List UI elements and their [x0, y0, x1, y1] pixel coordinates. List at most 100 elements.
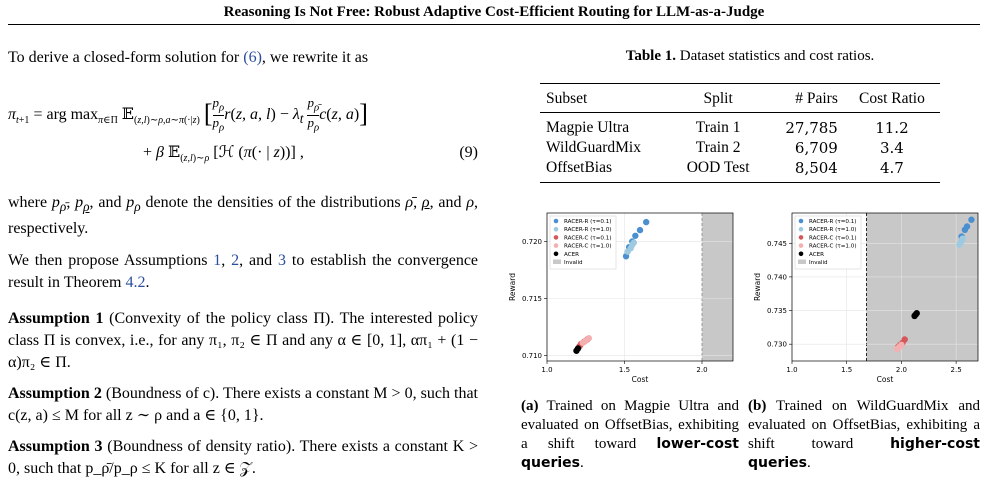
densities-end: respectively.: [8, 220, 89, 238]
legend-marker: [553, 259, 561, 264]
legend-marker: [798, 235, 804, 240]
col-subset: Subset: [540, 83, 672, 113]
theorem-4-2-link[interactable]: 4.2: [125, 274, 146, 291]
x-tick-label: 2.5: [951, 366, 962, 374]
assumption-1-paren: (Convexity of the policy class Π).: [109, 310, 335, 327]
intro-paragraph: To derive a closed-form solution for (6)…: [8, 47, 478, 69]
legend: RACER-R (τ=0.1) RACER-R (τ=1.0) RACER-C (τ…: [794, 215, 862, 270]
equation-line-2: + β 𝔼(z,l)∼ρ [ℋ (π(· | z))] ,: [143, 144, 304, 165]
x-tick-label: 1.0: [541, 366, 552, 374]
data-point: [632, 232, 639, 239]
data-point: [959, 235, 966, 242]
subcaption-b-label: (b): [748, 398, 767, 414]
legend-label: ACER: [564, 252, 579, 258]
x-tick-label: 2.0: [896, 366, 907, 374]
assumption-3-body: There exists a constant K > 0, such that…: [8, 438, 479, 477]
data-point: [963, 223, 971, 230]
subcaption-b-text: Trained on WildGuardMix and evaluated on…: [748, 398, 980, 452]
equation-number: (9): [459, 144, 478, 161]
y-tick-label: 0.735: [767, 307, 787, 315]
assume-intro-b: to establish the convergence result in T…: [8, 252, 479, 291]
x-axis-label: Cost: [877, 375, 894, 384]
left-column: To derive a closed-form solution for (6)…: [8, 0, 478, 493]
plot-frame: [546, 212, 734, 362]
cell: Train 2: [695, 139, 741, 156]
col-split: Split: [671, 83, 765, 113]
data-point: [630, 239, 637, 246]
densities-word-and: and: [98, 194, 122, 211]
table-caption-text: Dataset statistics and cost ratios.: [679, 48, 875, 64]
data-point: [574, 345, 582, 352]
y-tick-label: 0.715: [522, 295, 542, 303]
data-point: [968, 216, 975, 223]
chart-b: 1.0 1.5 2.0 2.5 0.730 0.735 0.740 0.745 Cost Rewa…: [753, 212, 979, 384]
legend-label: Invalid: [809, 260, 828, 266]
legend-label: RACER-R (τ=0.1): [564, 219, 612, 225]
legend-label: Invalid: [564, 260, 583, 266]
header-rule: [8, 24, 980, 25]
legend-label: ACER: [809, 252, 824, 258]
assumption-2: Assumption 2 (Boundness of c). There exi…: [8, 383, 478, 427]
col-pairs: # Pairs: [764, 83, 844, 113]
legend-marker: [553, 226, 559, 232]
data-point: [643, 218, 650, 226]
assumption-1-link[interactable]: 1: [213, 252, 222, 269]
assumption-2-title: Assumption 2: [8, 385, 102, 402]
y-tick-label: 0.745: [767, 240, 787, 248]
plot-frame: [791, 212, 979, 362]
cell: 11.2: [875, 119, 909, 137]
data-point: [901, 336, 908, 343]
cell: 27,785: [785, 119, 838, 137]
subcaption-a: (a) Trained on Magpie Ultra and evaluate…: [521, 397, 739, 473]
x-tick-label: 2.0: [696, 366, 707, 374]
subcaption-a-text: Trained on Magpie Ultra and evaluated on…: [521, 398, 739, 452]
assumption-1: Assumption 1 (Convexity of the policy cl…: [8, 308, 478, 374]
cell: 4.7: [843, 158, 940, 183]
assumption-2-body: There exists a constant M > 0, such that…: [8, 385, 478, 424]
legend-label: RACER-R (τ=1.0): [564, 227, 612, 233]
legend-marker: [553, 218, 559, 224]
table-caption-label: Table 1.: [625, 48, 676, 64]
y-axis-label: Reward: [753, 273, 762, 301]
assumption-3: Assumption 3 (Boundness of density ratio…: [8, 436, 478, 480]
densities-word-where: where: [8, 194, 48, 211]
subcaption-a-end: .: [580, 455, 584, 471]
legend-marker: [798, 259, 806, 264]
y-axis-label: Reward: [508, 273, 517, 301]
assumption-1-body: The interested policy class Π is convex,…: [8, 310, 478, 371]
cell: OOD Test: [671, 158, 765, 183]
legend-marker: [553, 243, 559, 248]
cell: Magpie Ultra: [546, 119, 630, 136]
subcaption-b-bold: higher-cost queries: [748, 436, 980, 471]
assumption-2-link[interactable]: 2: [231, 252, 240, 269]
y-tick-label: 0.730: [767, 341, 787, 349]
cell: 3.4: [880, 139, 904, 157]
y-tick-label: 0.720: [522, 238, 542, 246]
assumption-3-paren: (Boundness of density ratio).: [107, 438, 296, 455]
running-header: Reasoning Is Not Free: Robust Adaptive C…: [223, 4, 765, 20]
y-tick-label: 0.740: [767, 273, 787, 281]
table-row: OffsetBias OOD Test 8,504 4.7: [540, 158, 940, 183]
chart-a: 1.0 1.5 2.0 0.710 0.715 0.720 Cost Reward RACER-…: [508, 212, 734, 384]
subcaption-a-label: (a): [521, 398, 539, 414]
legend-marker: [553, 235, 559, 240]
cell: OffsetBias: [540, 158, 672, 183]
assumption-3-link[interactable]: 3: [278, 252, 287, 269]
dataset-table: Subset Split # Pairs Cost Ratio Magpie U…: [540, 83, 940, 183]
table-row: WildGuardMix Train 2 6,709 3.4: [540, 138, 940, 158]
table-header-row: Subset Split # Pairs Cost Ratio: [540, 83, 940, 113]
cell: WildGuardMix: [546, 139, 641, 156]
x-tick-label: 1.5: [619, 366, 630, 374]
legend: RACER-R (τ=0.1) RACER-R (τ=1.0) RACER-C (τ…: [549, 215, 617, 270]
table-row: Magpie Ultra Train 1 27,785 11.2: [540, 113, 940, 139]
x-tick-label: 1.5: [841, 366, 852, 374]
x-tick-label: 1.0: [786, 366, 797, 374]
intro-tail: , we rewrite it as: [261, 49, 369, 66]
assume-intro-a: We then propose Assumptions: [8, 252, 208, 269]
equation-6-link[interactable]: (6): [243, 49, 262, 66]
legend-label: RACER-C (τ=1.0): [564, 244, 612, 250]
y-tick-label: 0.710: [522, 352, 542, 360]
equation-9: πt+1 = arg maxπ∈Π 𝔼(z,l)∼ρ,a∼π(·|z) [pρ p…: [8, 90, 478, 170]
assumption-2-paren: (Boundness of c).: [105, 385, 220, 402]
subcaption-a-bold: lower-cost queries: [521, 436, 739, 471]
